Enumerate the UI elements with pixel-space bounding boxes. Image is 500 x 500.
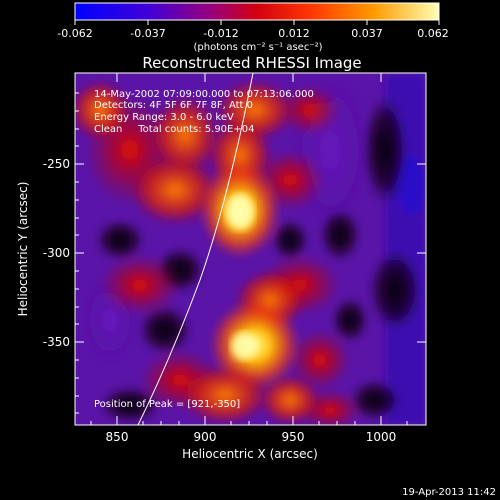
info-method-counts: Clean Total counts: 5.90E+04 <box>94 124 254 135</box>
y-tick-label: -350 <box>43 335 70 349</box>
y-axis-label: Heliocentric Y (arcsec) <box>16 182 30 317</box>
solar-limb-line <box>137 73 254 425</box>
colorbar-gradient <box>74 2 440 21</box>
y-tick-label: -250 <box>43 157 70 171</box>
info-peak-position: Position of Peak = [921,-350] <box>94 399 240 410</box>
x-axis-label: Heliocentric X (arcsec) <box>182 447 318 461</box>
x-tick-label: 900 <box>194 430 217 444</box>
colorbar-units: (photons cm⁻² s⁻¹ asec⁻²) <box>193 42 322 53</box>
info-time-range: 14-May-2002 07:09:00.000 to 07:13:06.000 <box>94 89 314 100</box>
y-tick-labels: -250 -300 -350 <box>43 157 70 349</box>
info-detectors: Detectors: 4F 5F 6F 7F 8F, Att 0 <box>94 100 253 111</box>
colorbar: -0.062 -0.037 -0.012 0.012 0.037 0.062 (… <box>57 2 449 53</box>
rhessi-image <box>75 73 426 425</box>
colorbar-tick-label: -0.037 <box>130 27 165 40</box>
footer-timestamp: 19-Apr-2013 11:42 <box>402 487 496 498</box>
y-tick-label: -300 <box>43 246 70 260</box>
plot-title: Reconstructed RHESSI Image <box>142 54 361 72</box>
x-tick-label: 950 <box>282 430 305 444</box>
colorbar-tick-label: 0.037 <box>351 27 383 40</box>
x-tick-labels: 850 900 950 1000 <box>106 430 397 444</box>
info-block: 14-May-2002 07:09:00.000 to 07:13:06.000… <box>94 89 314 410</box>
colorbar-tick-label: 0.062 <box>417 27 449 40</box>
x-tick-label: 850 <box>106 430 129 444</box>
colorbar-tick-label: -0.062 <box>57 27 92 40</box>
info-energy-range: Energy Range: 3.0 - 6.0 keV <box>94 112 234 123</box>
x-tick-label: 1000 <box>366 430 397 444</box>
colorbar-tick-label: 0.012 <box>278 27 310 40</box>
colorbar-tick-label: -0.012 <box>203 27 238 40</box>
plot-frame <box>74 72 427 426</box>
